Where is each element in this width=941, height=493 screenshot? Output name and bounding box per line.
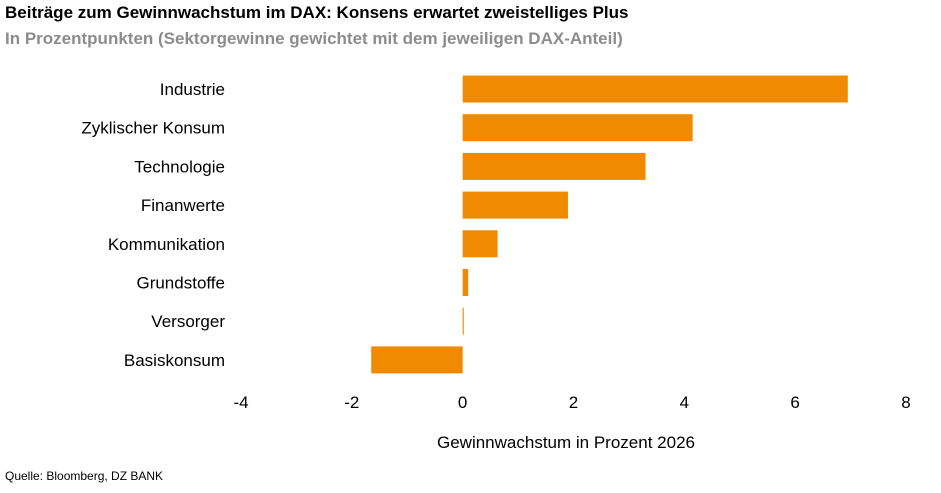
bar [462, 230, 498, 258]
source-note: Quelle: Bloomberg, DZ BANK [5, 469, 164, 483]
x-tick-label: 0 [458, 393, 467, 412]
category-label: Kommunikation [108, 235, 225, 254]
chart-title: Beiträge zum Gewinnwachstum im DAX: Kons… [5, 3, 629, 22]
x-tick-label: 4 [680, 393, 689, 412]
bar [462, 152, 646, 180]
x-axis-label: Gewinnwachstum in Prozent 2026 [437, 433, 695, 452]
bar [462, 75, 848, 103]
category-label: Industrie [160, 80, 225, 99]
x-tick-label: -4 [233, 393, 248, 412]
x-tick-label: 6 [790, 393, 799, 412]
chart-subtitle: In Prozentpunkten (Sektorgewinne gewicht… [5, 29, 623, 48]
bar [462, 269, 469, 296]
category-label: Finanwerte [141, 196, 225, 215]
x-tick-label: -2 [344, 393, 359, 412]
category-label: Basiskonsum [124, 351, 225, 370]
bar [371, 346, 463, 374]
bar [462, 307, 464, 335]
x-tick-label: 8 [901, 393, 910, 412]
category-label: Zyklischer Konsum [81, 119, 225, 138]
bar [462, 114, 693, 142]
category-label: Technologie [134, 157, 225, 176]
category-label: Versorger [151, 312, 225, 331]
category-label: Grundstoffe [136, 274, 225, 293]
bar [462, 191, 568, 219]
x-tick-label: 2 [569, 393, 578, 412]
